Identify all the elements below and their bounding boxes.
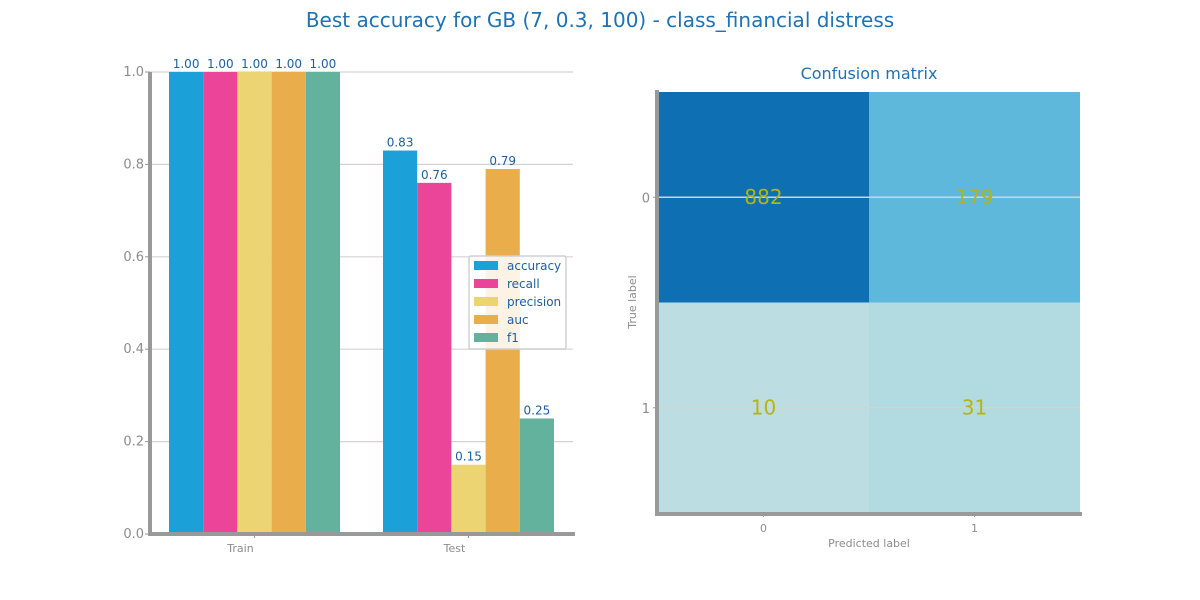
y-tick-label: 0.4 (123, 342, 144, 357)
data-label: 0.83 (387, 136, 414, 150)
chart-title: Best accuracy for GB (7, 0.3, 100) - cla… (305, 8, 895, 32)
bar-recall-test (417, 182, 452, 534)
y-tick-label: 0.6 (123, 250, 144, 265)
y-tick-label: 0.0 (123, 527, 144, 542)
data-label: 1.00 (275, 57, 302, 71)
bar-chart: 0.0 0.2 0.4 0.6 0.8 1.0 1.00 1.00 1.00 1.00 1.00 Tr… (123, 57, 575, 555)
bar-accuracy-test (383, 150, 418, 535)
legend-swatch-precision (474, 297, 498, 306)
legend-label-accuracy: accuracy (507, 259, 561, 273)
data-label: 0.79 (489, 154, 516, 168)
bar-auc-test (485, 169, 520, 534)
data-label: 1.00 (173, 57, 200, 71)
cm-y-tick-label: 0 (642, 191, 650, 206)
data-label: 0.76 (421, 168, 448, 182)
legend-label-precision: precision (507, 295, 561, 309)
confusion-matrix-title: Confusion matrix (801, 64, 938, 83)
data-label: 1.00 (310, 57, 337, 71)
cm-value-0-0: 882 (744, 185, 782, 209)
cm-xlabel: Predicted label (828, 537, 910, 550)
cm-value-0-1: 179 (955, 185, 993, 209)
legend-label-auc: auc (507, 313, 529, 327)
bar-accuracy-train (169, 72, 204, 534)
legend-swatch-auc (474, 315, 498, 324)
data-label: 0.15 (455, 450, 482, 464)
cm-value-1-0: 10 (751, 395, 776, 419)
legend-swatch-f1 (474, 333, 498, 342)
x-tick-label: Test (443, 542, 466, 555)
bar-precision-test (451, 464, 486, 534)
legend-label-recall: recall (507, 277, 540, 291)
cm-x-tick-label: 1 (971, 522, 978, 535)
data-label: 1.00 (207, 57, 234, 71)
y-tick-label: 0.8 (123, 157, 144, 172)
bar-auc-train (271, 72, 306, 534)
bar-f1-train (305, 72, 340, 534)
cm-ylabel: True label (626, 275, 639, 329)
y-tick-label: 0.2 (123, 435, 144, 450)
bar-precision-train (237, 72, 272, 534)
data-label: 0.25 (524, 404, 551, 418)
legend-label-f1: f1 (507, 331, 519, 345)
cm-value-1-1: 31 (962, 395, 987, 419)
legend: accuracy recall precision auc f1 (468, 255, 567, 350)
cm-y-tick-label: 1 (642, 402, 650, 417)
data-label: 1.00 (241, 57, 268, 71)
x-tick-label: Train (226, 542, 253, 555)
bar-f1-test (519, 418, 554, 534)
y-tick-label: 1.0 (123, 65, 144, 80)
cm-x-tick-label: 0 (760, 522, 767, 535)
bar-recall-train (203, 72, 238, 534)
legend-swatch-accuracy (474, 261, 498, 270)
legend-swatch-recall (474, 279, 498, 288)
